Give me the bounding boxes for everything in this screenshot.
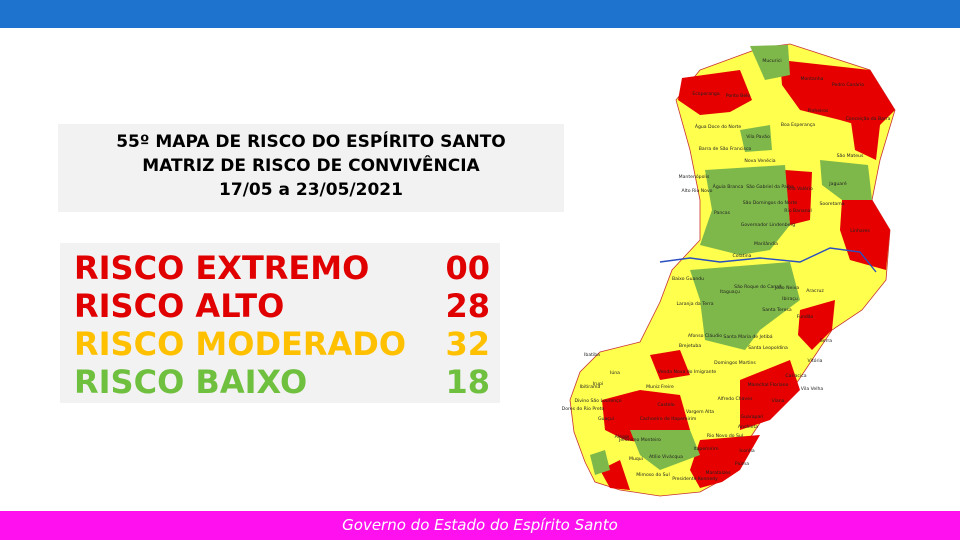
municipality-label: Conceição da Barra: [846, 116, 891, 122]
municipality-label: Ibitirama: [580, 384, 601, 390]
municipality-label: Alfredo Chaves: [718, 396, 753, 402]
municipality-label: Itapemirim: [693, 446, 719, 452]
municipality-label: Santa Maria de Jetibá: [723, 333, 772, 340]
municipality-label: Mucurici: [762, 58, 781, 64]
municipality-label: Afonso Cláudio: [688, 332, 722, 339]
municipality-label: Divino São Lourenço: [574, 398, 621, 404]
municipality-label: Alto Rio Novo: [681, 188, 712, 194]
risk-box: RISCO EXTREMO 00 RISCO ALTO 28 RISCO MODERAD…: [60, 243, 500, 403]
municipality-label: Atílio Vivácqua: [649, 453, 683, 460]
title-line: 17/05 a 23/05/2021: [219, 180, 403, 200]
municipality-label: Guarapari: [741, 414, 764, 420]
risk-row: RISCO EXTREMO 00: [74, 249, 490, 287]
municipality-label: Itaguaçu: [720, 289, 740, 295]
river: [659, 247, 877, 273]
risk-count: 00: [445, 249, 490, 287]
municipality-label: Iúna: [610, 369, 620, 376]
municipality-label: Boa Esperança: [781, 122, 815, 128]
risk-count: 28: [445, 287, 490, 325]
risk-count: 32: [445, 325, 490, 363]
title-line: 55º MAPA DE RISCO DO ESPÍRITO SANTO: [116, 132, 506, 152]
risk-label: RISCO EXTREMO: [74, 249, 370, 287]
risk-label: RISCO ALTO: [74, 287, 285, 325]
municipality-label: Marilândia: [754, 240, 778, 247]
top-bar: [0, 0, 960, 28]
municipality-label: Montanha: [801, 76, 824, 82]
municipality-label: Rio Novo do Sul: [707, 433, 743, 439]
municipality-label: Água Doce do Norte: [695, 123, 742, 130]
municipality-label: Vila Pavão: [746, 134, 770, 140]
municipality-label: Domingos Martins: [714, 360, 756, 366]
municipality-label: Alegre: [615, 434, 630, 440]
municipality-label: São Gabriel da Palha: [746, 184, 794, 190]
municipality-label: São Mateus: [837, 153, 864, 159]
municipality-label: Brejetuba: [679, 343, 701, 349]
municipality-label: Anchieta: [738, 424, 758, 430]
municipality-label: Ponto Belo: [726, 93, 751, 99]
municipality-label: Muqui: [629, 456, 643, 462]
risk-row: RISCO BAIXO 18: [74, 363, 490, 401]
municipality-label: João Neiva: [774, 285, 800, 291]
municipality-label: Presidente Kennedy: [672, 476, 718, 482]
municipality-label: Pancas: [714, 210, 731, 216]
municipality-label: Laranja da Terra: [676, 301, 713, 307]
municipality-label: Vargem Alta: [686, 409, 714, 415]
municipality-label: Jaguaré: [828, 180, 847, 187]
municipality-label: Pedro Canário: [832, 81, 864, 88]
risk-label: RISCO MODERADO: [74, 325, 407, 363]
municipality-label: Viana: [772, 398, 785, 404]
risk-count: 18: [445, 363, 490, 401]
municipality-label: Vila Valério: [787, 185, 813, 192]
municipality-label: Vitória: [808, 357, 823, 364]
municipality-label: Santa Leopoldina: [748, 345, 788, 351]
municipality-label: Castelo: [657, 402, 674, 408]
risk-row: RISCO ALTO 28: [74, 287, 490, 325]
municipality-label: Aracruz: [806, 288, 824, 294]
municipality-label: Marechal Floriano: [748, 382, 789, 388]
municipality-label: Mimoso do Sul: [636, 472, 669, 478]
municipality-label: Santa Teresa: [762, 307, 792, 313]
municipality-label: Guaçuí: [598, 415, 615, 422]
municipality-label: Águia Branca: [713, 183, 744, 190]
municipality-label: Linhares: [850, 228, 870, 234]
municipality-label: Dores do Rio Preto: [562, 406, 605, 412]
municipality-label: Venda Nova do Imigrante: [658, 369, 717, 375]
footer-bar: Governo do Estado do Espírito Santo: [0, 511, 960, 540]
title-box: 55º MAPA DE RISCO DO ESPÍRITO SANTO MATR…: [58, 124, 564, 212]
municipality-label: Cachoeiro de Itapemirim: [640, 416, 697, 422]
municipality-label: Piúma: [735, 460, 749, 467]
municipality-label: Sooretama: [819, 201, 844, 207]
title-line: MATRIZ DE RISCO DE CONVIVÊNCIA: [142, 156, 480, 176]
footer-text: Governo do Estado do Espírito Santo: [342, 516, 618, 534]
municipality-label: Colatina: [733, 253, 752, 259]
municipality-label: Serra: [820, 338, 832, 344]
municipality-label: Fundão: [797, 314, 814, 320]
municipality-label: Ecoporanga: [692, 91, 719, 97]
municipality-label: São Domingos do Norte: [743, 200, 798, 206]
municipality-label: Cariacica: [785, 373, 806, 379]
municipality-label: Barra de São Francisco: [699, 146, 752, 152]
municipality-label: Ibiraçu: [782, 296, 798, 302]
municipality-label: Ibatiba: [584, 352, 600, 358]
risk-row: RISCO MODERADO 32: [74, 325, 490, 363]
municipality-label: Muniz Freire: [646, 384, 674, 390]
municipality-label: Jerônimo Monteiro: [618, 436, 661, 443]
green-areas: [590, 45, 872, 475]
municipality-label: Marataízes: [705, 469, 731, 476]
municipality-label: Vila Velha: [801, 386, 824, 392]
risk-label: RISCO BAIXO: [74, 363, 308, 401]
municipality-label: Irupi: [593, 381, 603, 387]
municipality-label: Rio Bananal: [784, 208, 811, 214]
municipality-label: Nova Venécia: [744, 157, 775, 164]
municipality-label: Mantenópolis: [679, 173, 710, 180]
municipality-label: Iconha: [739, 448, 755, 454]
municipality-label: Pinheiros: [808, 108, 829, 114]
municipality-label: Baixo Guandu: [672, 276, 704, 282]
municipality-label: São Roque do Canaã: [734, 284, 782, 290]
municipality-label: Governador Lindenberg: [741, 222, 795, 228]
